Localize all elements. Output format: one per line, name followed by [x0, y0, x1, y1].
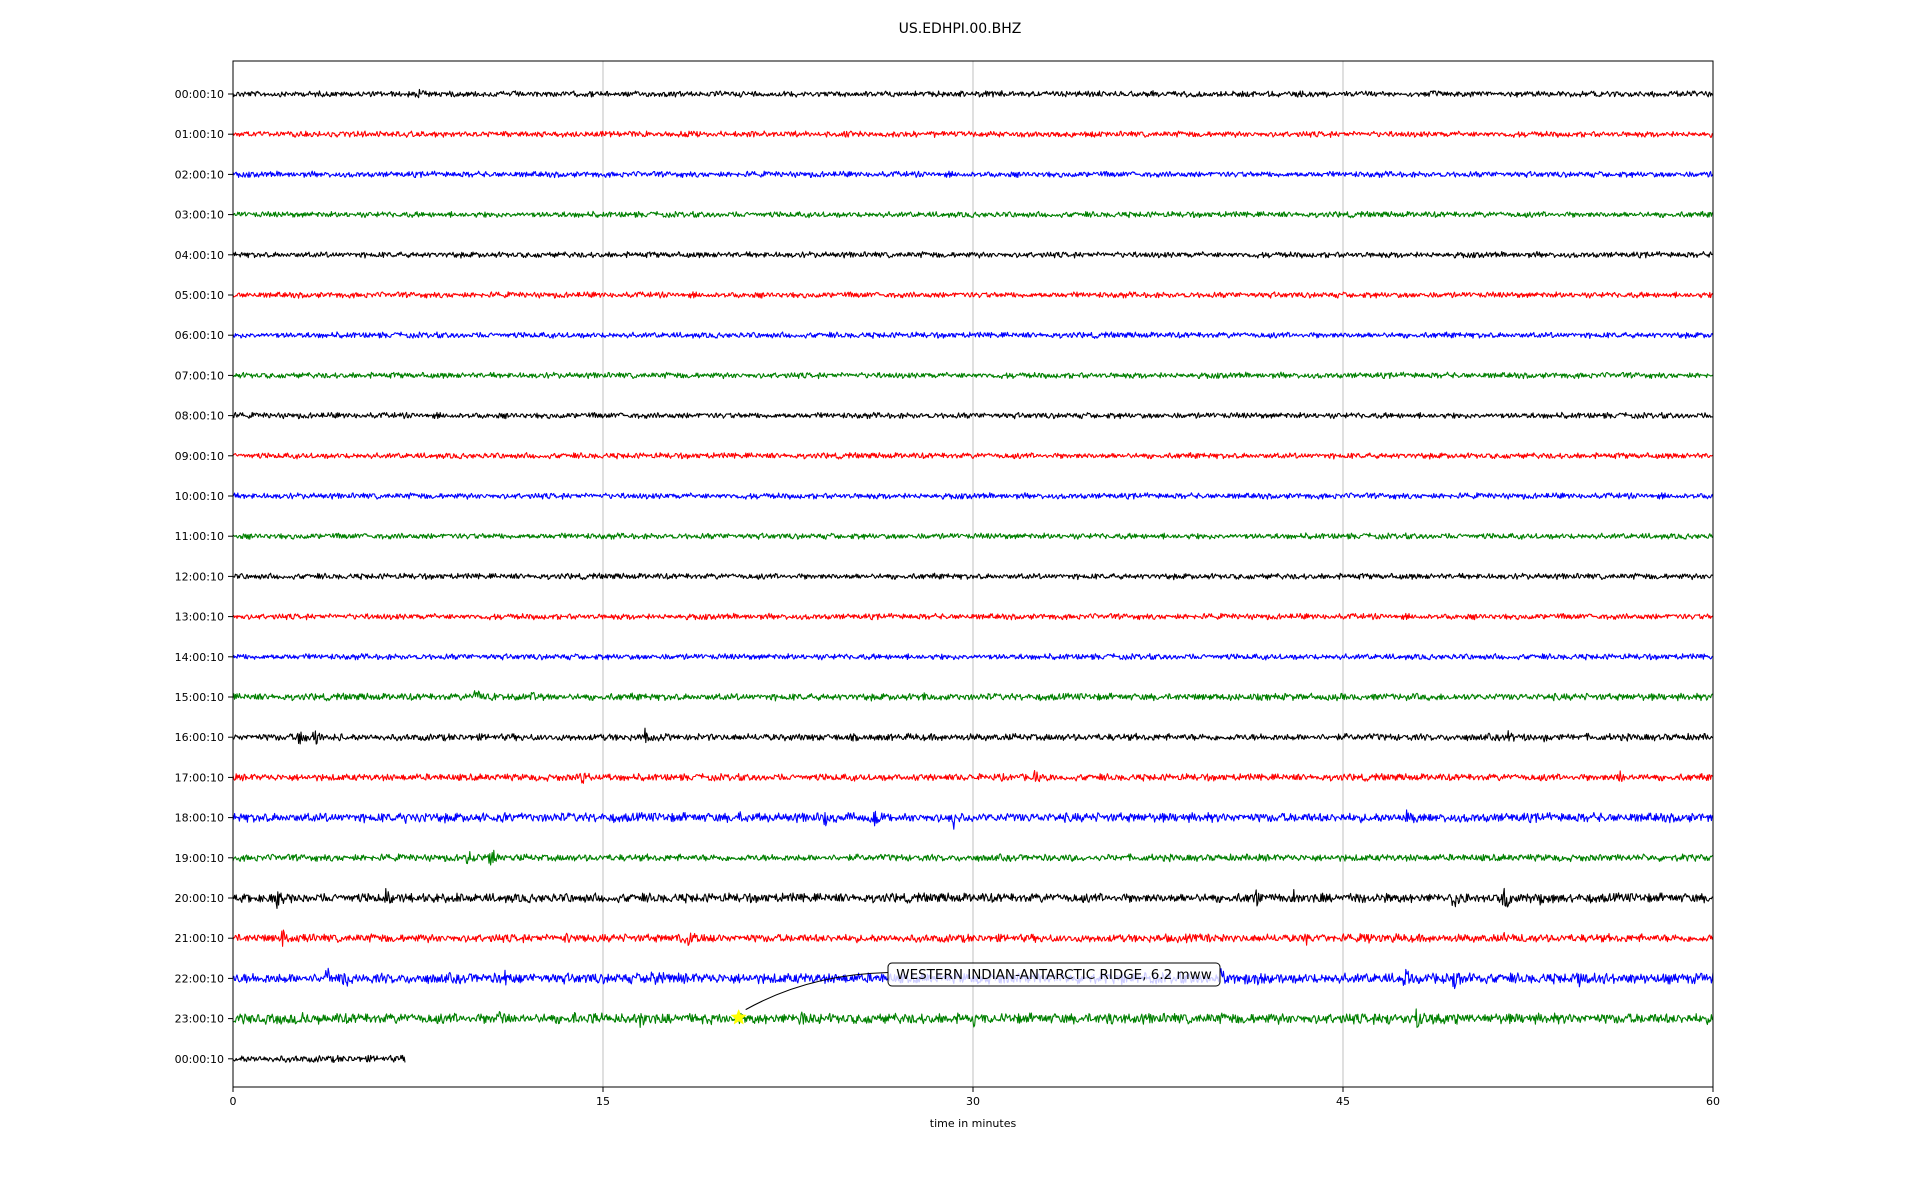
row-label: 16:00:10: [175, 731, 224, 744]
trace-row-17: [232, 769, 1714, 784]
x-tick-label: 45: [1336, 1095, 1350, 1108]
x-tick-label: 30: [966, 1095, 980, 1108]
row-label: 07:00:10: [175, 369, 224, 382]
trace-row-16: [232, 727, 1714, 745]
vertical-gridlines: [602, 61, 1344, 1087]
row-label: 02:00:10: [175, 168, 224, 181]
trace-row-19: [232, 849, 1714, 866]
trace-row-6: [232, 331, 1714, 340]
row-label: 00:00:10: [175, 1053, 224, 1066]
row-time-labels: 00:00:10 01:00:10 02:00:10 03:00:10 04:00:10…: [175, 88, 233, 1066]
trace-row-24: [232, 1054, 406, 1064]
row-label: 12:00:10: [175, 570, 224, 583]
row-label: 18:00:10: [175, 812, 224, 825]
trace-row-21: [232, 929, 1714, 947]
trace-row-9: [232, 452, 1714, 460]
row-label: 08:00:10: [175, 410, 224, 423]
row-label: 04:00:10: [175, 249, 224, 262]
x-tick-label: 15: [596, 1095, 610, 1108]
row-label: 06:00:10: [175, 329, 224, 342]
event-star-marker: [730, 1008, 747, 1025]
trace-row-12: [232, 572, 1714, 581]
row-label: 23:00:10: [175, 1013, 224, 1026]
row-label: 05:00:10: [175, 289, 224, 302]
event-arrow: [745, 971, 889, 1011]
row-label: 21:00:10: [175, 932, 224, 945]
trace-row-11: [232, 532, 1714, 540]
trace-row-7: [232, 371, 1714, 380]
row-label: 15:00:10: [175, 691, 224, 704]
trace-row-0: [232, 88, 1714, 99]
x-tick-label: 60: [1706, 1095, 1720, 1108]
row-label: 17:00:10: [175, 771, 224, 784]
trace-row-4: [232, 250, 1714, 259]
chart-title: US.EDHPI.00.BHZ: [898, 21, 1022, 37]
row-label: 00:00:10: [175, 88, 224, 101]
trace-row-8: [232, 411, 1714, 420]
event-label-box: [887, 962, 1221, 987]
x-axis-ticks: 0 15 30 45 60: [230, 1087, 1720, 1108]
row-label: 03:00:10: [175, 209, 224, 222]
x-tick-label: 0: [230, 1095, 237, 1108]
trace-row-2: [232, 170, 1714, 179]
row-label: 09:00:10: [175, 450, 224, 463]
x-axis-label: time in minutes: [929, 1117, 1017, 1130]
trace-row-1: [232, 130, 1714, 138]
trace-row-10: [232, 492, 1714, 500]
trace-row-15: [232, 690, 1714, 702]
trace-row-14: [232, 652, 1713, 661]
row-label: 11:00:10: [175, 530, 224, 543]
event-annotation: WESTERN INDIAN-ANTARCTIC RIDGE, 6.2 mww: [730, 962, 1221, 1025]
trace-row-20: [232, 887, 1714, 909]
row-label: 20:00:10: [175, 892, 224, 905]
trace-row-13: [232, 612, 1714, 621]
row-label: 10:00:10: [175, 490, 224, 503]
seismogram-traces: [232, 88, 1714, 1064]
trace-row-23: [232, 1008, 1714, 1028]
trace-row-3: [232, 210, 1714, 219]
row-label: 01:00:10: [175, 128, 224, 141]
row-label: 13:00:10: [175, 611, 224, 624]
trace-row-18: [232, 809, 1714, 830]
trace-row-5: [232, 291, 1714, 299]
event-label: WESTERN INDIAN-ANTARCTIC RIDGE, 6.2 mww: [896, 967, 1212, 983]
row-label: 14:00:10: [175, 651, 224, 664]
row-label: 22:00:10: [175, 972, 224, 985]
row-label: 19:00:10: [175, 852, 224, 865]
